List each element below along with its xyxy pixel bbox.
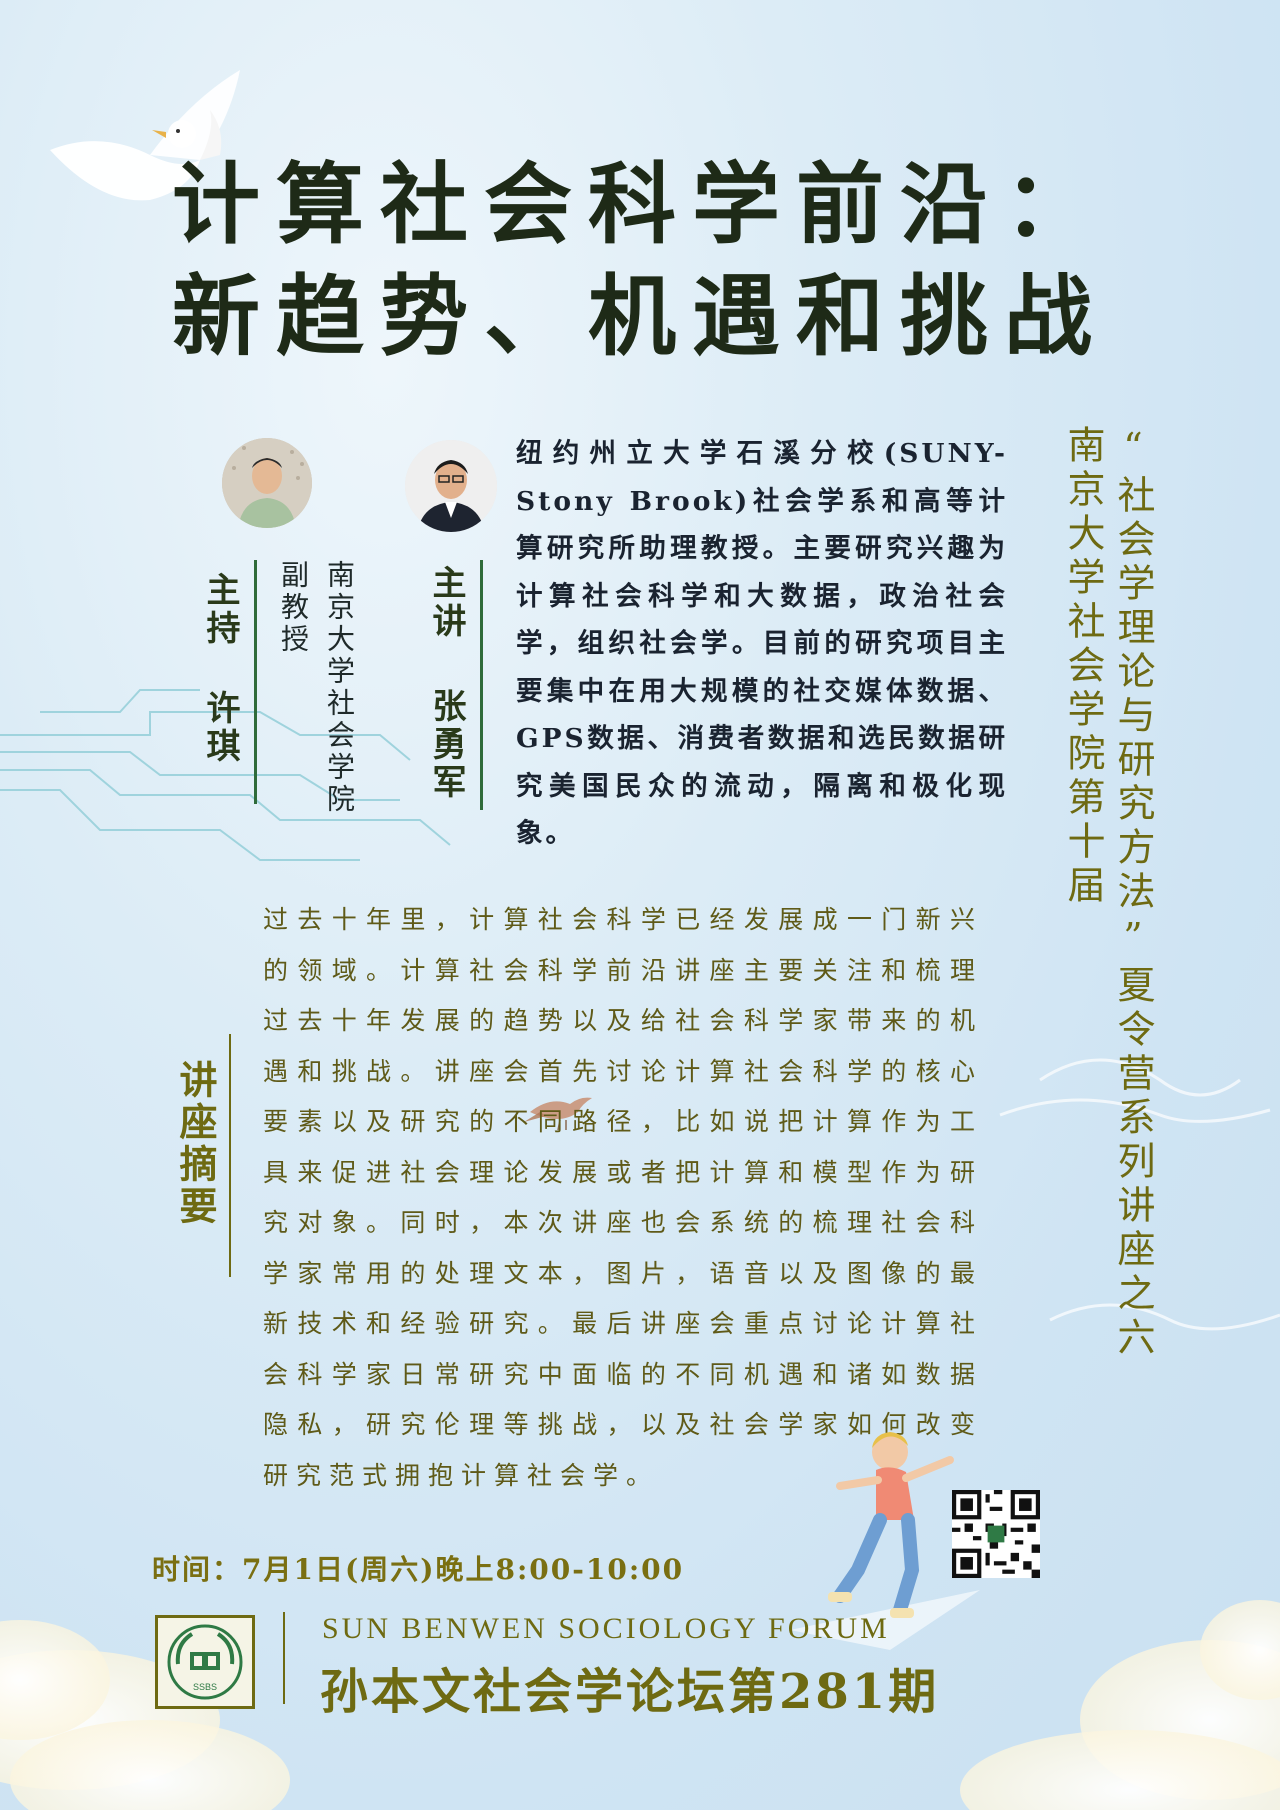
speaker-bio: 纽约州立大学石溪分校(SUNY-Stony Brook)社会学系和高等计算研究所… — [516, 438, 1008, 849]
bird-icon — [524, 1097, 592, 1131]
abstract-heading: 讲座摘要 — [173, 1060, 218, 1228]
title-line-2: 新趋势、机遇和挑战 — [171, 264, 1108, 368]
abstract-divider — [229, 1034, 231, 1277]
series-right-column: “社会学理论与研究方法”夏令营系列讲座之六 — [1111, 425, 1155, 1361]
forum-chinese-name: 孙本文社会学论坛第281期 — [320, 1664, 940, 1720]
host-name: 许琪 — [200, 690, 240, 766]
forum-logo-icon: SSBS — [155, 1615, 255, 1709]
cloud-right — [960, 1600, 1280, 1810]
host-avatar — [222, 438, 312, 528]
speaker-avatar — [405, 440, 497, 532]
forum-logo-text: SSBS — [193, 1682, 217, 1692]
speaker-name: 张勇军 — [426, 688, 466, 802]
event-time: 时间：7月1日(周六)晚上8:00-10:00 — [152, 1553, 685, 1586]
title-line-1: 计算社会科学前沿： — [171, 152, 1108, 256]
host-role: 主持 — [200, 572, 240, 648]
speaker-role: 主讲 — [426, 565, 466, 641]
series-left-column: 南京大学社会学院第十届 — [1061, 425, 1105, 909]
qr-code-icon[interactable] — [952, 1490, 1040, 1578]
abstract-text: 过去十年里，计算社会科学已经发展成一门新兴的领域。计算社会科学前沿讲座主要关注和… — [263, 905, 983, 1490]
dove-icon — [50, 70, 240, 201]
circuit-lines — [0, 689, 451, 861]
forum-divider — [283, 1612, 285, 1704]
speaker-divider — [480, 560, 483, 810]
forum-english-name: SUN BENWEN SOCIOLOGY FORUM — [322, 1612, 890, 1645]
person-illustration — [790, 1432, 980, 1650]
host-affiliation: 南京大学社会学院副教授 — [277, 560, 356, 816]
host-divider — [254, 560, 257, 804]
